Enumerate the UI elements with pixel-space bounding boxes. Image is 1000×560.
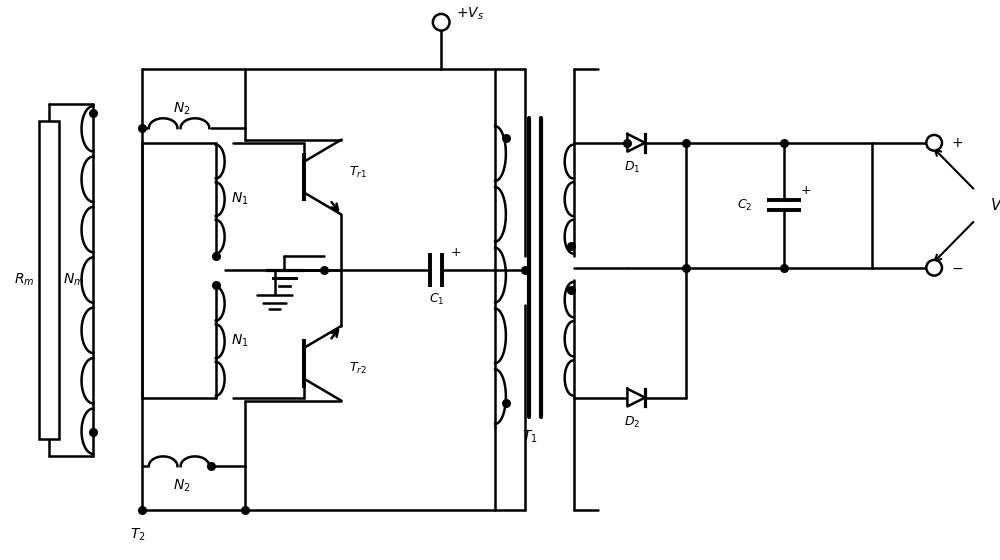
Text: $R_m$: $R_m$ bbox=[14, 272, 35, 288]
Text: $T_{r1}$: $T_{r1}$ bbox=[349, 165, 367, 180]
Text: $T_{r2}$: $T_{r2}$ bbox=[349, 361, 367, 376]
Polygon shape bbox=[627, 389, 645, 407]
Text: $+$: $+$ bbox=[450, 246, 462, 259]
Circle shape bbox=[926, 135, 942, 151]
Circle shape bbox=[433, 14, 450, 31]
Text: $N_m$: $N_m$ bbox=[63, 272, 84, 288]
Text: $N_1$: $N_1$ bbox=[231, 191, 249, 207]
Text: $D_2$: $D_2$ bbox=[624, 414, 640, 430]
Text: $+V_s$: $+V_s$ bbox=[456, 5, 484, 22]
Text: $V_o$: $V_o$ bbox=[990, 196, 1000, 214]
Text: $N_2$: $N_2$ bbox=[173, 478, 190, 494]
Text: $+$: $+$ bbox=[800, 184, 811, 197]
Circle shape bbox=[926, 260, 942, 276]
Text: $T_1$: $T_1$ bbox=[522, 428, 537, 445]
Text: $N_1$: $N_1$ bbox=[231, 333, 249, 349]
Text: $D_1$: $D_1$ bbox=[624, 160, 640, 175]
Text: $-$: $-$ bbox=[951, 261, 963, 275]
Text: $C_1$: $C_1$ bbox=[429, 292, 444, 307]
Polygon shape bbox=[627, 134, 645, 152]
Text: $+$: $+$ bbox=[951, 136, 963, 150]
Text: $T_2$: $T_2$ bbox=[130, 526, 145, 543]
Bar bbox=[39, 121, 59, 439]
Text: $N_2$: $N_2$ bbox=[173, 100, 190, 116]
Text: $C_2$: $C_2$ bbox=[737, 198, 753, 213]
